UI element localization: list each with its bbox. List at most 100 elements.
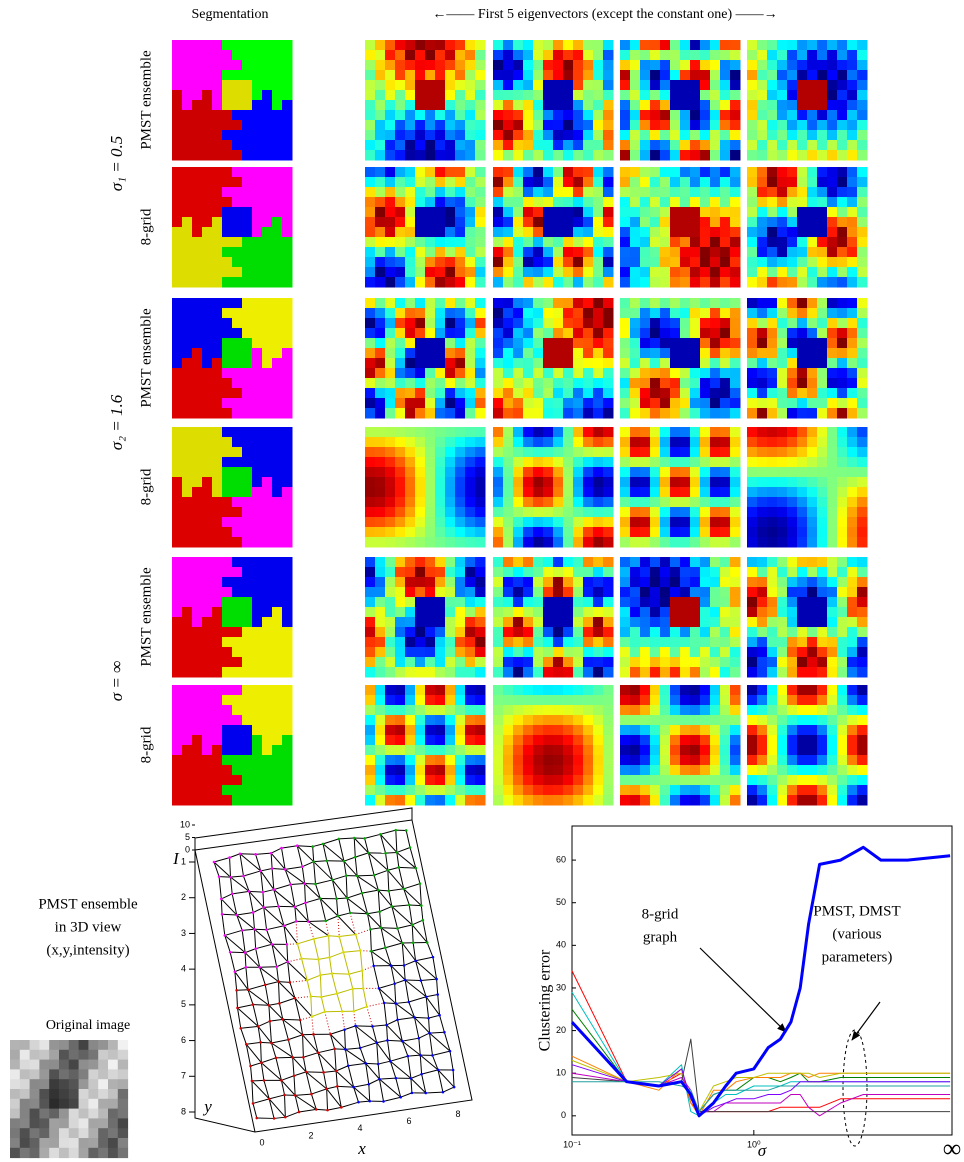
eigen-cell [553,735,564,746]
segment-cell [282,497,293,508]
pixel [30,1069,40,1079]
segment-cell [172,70,183,81]
mesh-edge [252,1081,253,1104]
eigen-cell [553,150,564,161]
eigen-cell [630,140,641,151]
eigen-cell [455,368,466,379]
eigen-cell [787,557,798,568]
eigen-cell [573,715,584,726]
eigen-cell [395,517,406,528]
eigen-cell [690,507,701,518]
eigen-cell [563,318,574,329]
eigen-cell [757,607,768,618]
segment-cell [252,497,263,508]
eigen-cell [630,715,641,726]
segment-cell [252,587,263,598]
eigen-cell [365,467,376,478]
eigen-cell [513,597,524,608]
segment-cell [232,755,243,766]
eigen-cell [603,487,614,498]
segment-cell [282,725,293,736]
eigen-cell [767,130,778,141]
segment-cell [212,187,223,198]
eigen-cell [435,217,446,228]
eigen-cell [533,607,544,618]
eigen-cell [533,358,544,369]
eigen-cell [475,298,486,309]
eigen-cell [847,167,858,178]
segment-cell [172,507,183,518]
eigen-cell [415,130,426,141]
segment-cell [182,527,193,538]
eigen-cell [787,217,798,228]
eigen-cell [573,368,584,379]
eigen-cell [700,487,711,498]
eigen-cell [730,765,741,776]
eigen-cell [523,338,534,349]
sigma-label: σ = ∞ [107,661,126,701]
segment-cell [192,110,203,121]
eigen-cell [620,705,631,716]
eigen-cell [700,457,711,468]
eigen-cell [710,695,721,706]
eigen-cell [847,467,858,478]
eigen-cell [445,537,456,548]
eigen-cell [650,348,661,359]
eigen-cell [395,100,406,111]
eigen-cell [523,627,534,638]
eigen-cell [690,467,701,478]
eigen-cell [650,437,661,448]
eigen-cell [777,567,788,578]
eigen-cell [573,298,584,309]
eigen-cell [837,328,848,339]
eigen-cell [630,597,641,608]
eigen-cell [777,237,788,248]
segment-cell [202,227,213,238]
eigen-cell [827,657,838,668]
eigen-cell [543,627,554,638]
segment-cell [242,130,253,141]
eigen-cell [593,227,604,238]
eigen-cell [757,140,768,151]
eigen-cell [730,398,741,409]
eigen-cell [797,398,808,409]
eigen-cell [523,120,534,131]
eigen-cell [563,167,574,178]
segment-cell [232,447,243,458]
segment-cell [272,257,283,268]
segment-cell [192,537,203,548]
eigen-cell [700,40,711,51]
pixel [98,1148,108,1158]
eigen-cell [543,557,554,568]
eigen-cell [365,40,376,51]
eigen-cell [593,577,604,588]
eigen-cell [630,368,641,379]
segment-cell [202,338,213,349]
eigen-cell [445,90,456,101]
segment-cell [192,167,203,178]
eigen-cell [493,517,504,528]
eigen-cell [700,617,711,628]
pixel [30,1089,40,1099]
eigen-cell [620,437,631,448]
eigen-cell [365,775,376,786]
eigen-cell [777,217,788,228]
eigen-cell [503,467,514,478]
eigen-cell [593,100,604,111]
eigen-cell [720,715,731,726]
eigen-cell [533,745,544,756]
eigen-cell [757,328,768,339]
eigen-cell [650,775,661,786]
eigen-cell [857,70,868,81]
eigen-cell [787,795,798,806]
segment-cell [202,517,213,528]
eigen-cell [710,785,721,796]
segment-cell [222,70,233,81]
eigen-cell [435,647,446,658]
eigen-cell [757,577,768,588]
eigen-cell [543,207,554,218]
eigen-cell [690,247,701,258]
eigen-cell [553,785,564,796]
mesh-node [248,890,251,893]
eigen-cell [425,328,436,339]
